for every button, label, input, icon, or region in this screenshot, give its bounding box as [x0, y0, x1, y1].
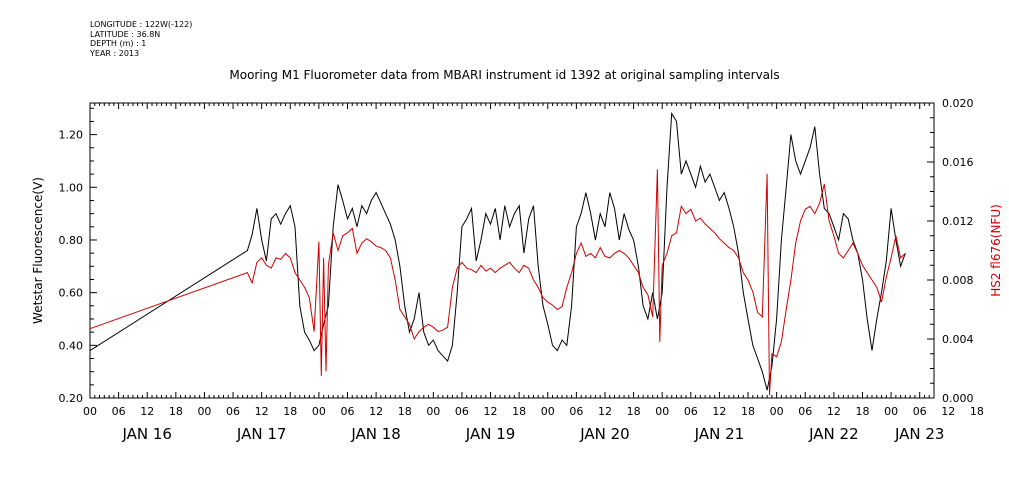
- x-hour-tick-label: 18: [741, 405, 755, 418]
- x-hour-tick-label: 06: [684, 405, 698, 418]
- x-hour-tick-label: 18: [169, 405, 183, 418]
- series-line-hs2: [89, 169, 906, 396]
- x-day-label: JAN 23: [894, 425, 945, 443]
- x-hour-tick-label: 06: [455, 405, 469, 418]
- depth-label: DEPTH (m) : 1: [90, 39, 147, 48]
- x-hour-tick-label: 12: [255, 405, 269, 418]
- y-left-tick-label: 0.80: [59, 234, 84, 247]
- x-hour-tick-label: 12: [712, 405, 726, 418]
- x-hour-tick-label: 06: [340, 405, 354, 418]
- x-hour-tick-label: 12: [369, 405, 383, 418]
- x-hour-tick-label: 06: [798, 405, 812, 418]
- chart-title: Mooring M1 Fluorometer data from MBARI i…: [229, 68, 780, 82]
- longitude-label: LONGITUDE : 122W(-122): [90, 20, 193, 29]
- x-day-label: JAN 19: [465, 425, 516, 443]
- y-left-axis-label: Wetstar Fluorescence(V): [31, 177, 45, 324]
- y-right-tick-label: 0.004: [942, 333, 974, 346]
- latitude-label: LATITUDE : 36.8N: [90, 29, 161, 39]
- y-right-tick-label: 0.012: [942, 215, 974, 228]
- x-day-label: JAN 20: [579, 425, 630, 443]
- x-hour-tick-label: 00: [770, 405, 784, 418]
- x-hour-tick-label: 12: [827, 405, 841, 418]
- x-hour-tick-label: 00: [83, 405, 97, 418]
- x-hour-tick-label: 00: [426, 405, 440, 418]
- x-day-label: JAN 18: [350, 425, 401, 443]
- x-hour-tick-label: 18: [398, 405, 412, 418]
- x-hour-tick-label: 06: [913, 405, 927, 418]
- x-hour-tick-label: 06: [112, 405, 126, 418]
- plot-frame: [89, 102, 935, 399]
- x-hour-tick-label: 06: [569, 405, 583, 418]
- x-day-label: JAN 21: [694, 425, 745, 443]
- x-hour-tick-label: 18: [627, 405, 641, 418]
- metadata-block: LONGITUDE : 122W(-122) LATITUDE : 36.8N …: [90, 20, 192, 58]
- y-left-tick-label: 0.60: [59, 287, 84, 300]
- year-label: YEAR : 2013: [90, 48, 140, 58]
- x-hour-tick-label: 12: [941, 405, 955, 418]
- x-day-label: JAN 16: [121, 425, 172, 443]
- y-left-tick-label: 0.20: [59, 392, 84, 405]
- x-day-label: JAN 22: [808, 425, 859, 443]
- x-hour-tick-label: 18: [970, 405, 984, 418]
- y-left-tick-label: 0.40: [59, 339, 84, 352]
- y-right-axis-label: HS2 fl676(NFU): [989, 204, 1003, 297]
- y-right-tick-label: 0.000: [942, 392, 974, 405]
- x-hour-tick-label: 00: [197, 405, 211, 418]
- x-hour-tick-label: 18: [855, 405, 869, 418]
- x-hour-tick-label: 12: [140, 405, 154, 418]
- x-hour-tick-label: 00: [541, 405, 555, 418]
- x-hour-tick-label: 18: [283, 405, 297, 418]
- y-right-tick-label: 0.020: [942, 97, 974, 110]
- y-left-tick-label: 1.20: [59, 129, 84, 142]
- x-hour-tick-label: 00: [655, 405, 669, 418]
- x-day-label: JAN 17: [236, 425, 287, 443]
- x-hour-tick-label: 00: [312, 405, 326, 418]
- y-right-tick-label: 0.008: [942, 274, 974, 287]
- x-hour-tick-label: 18: [512, 405, 526, 418]
- x-hour-tick-label: 12: [484, 405, 498, 418]
- x-hour-tick-label: 00: [884, 405, 898, 418]
- y-left-tick-label: 1.00: [59, 181, 84, 194]
- y-right-tick-label: 0.016: [942, 156, 974, 169]
- series-line-wetstar: [89, 111, 906, 391]
- x-hour-tick-label: 06: [226, 405, 240, 418]
- x-hour-tick-label: 12: [598, 405, 612, 418]
